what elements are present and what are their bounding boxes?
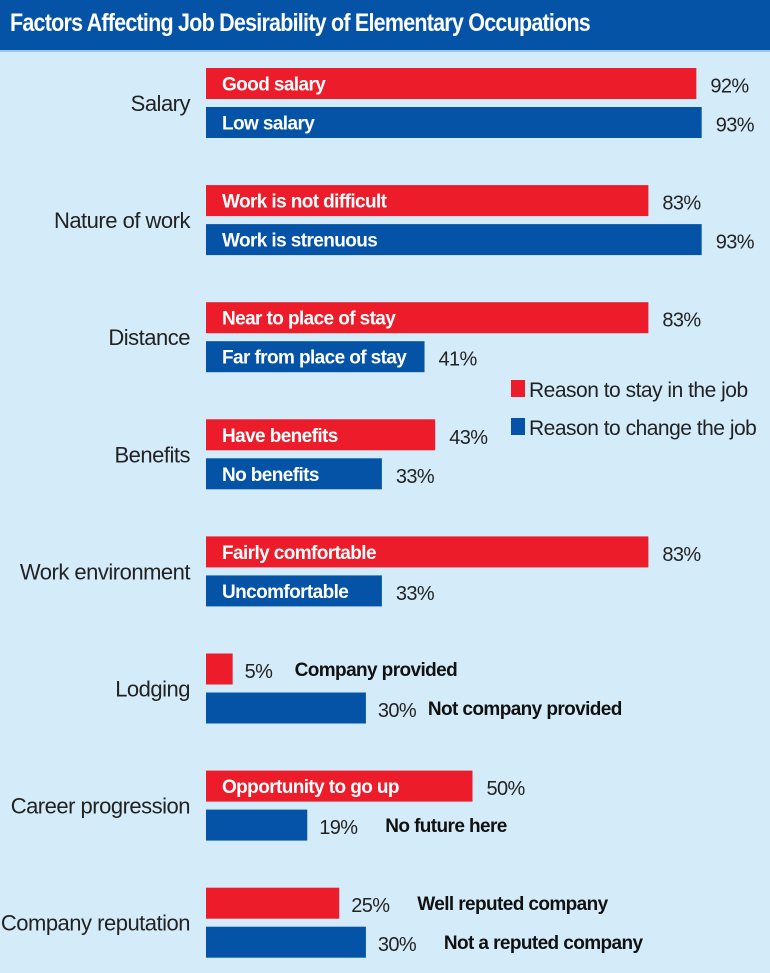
value-label: 33% — [396, 466, 435, 488]
value-label: 33% — [396, 583, 435, 605]
bar-label: Near to place of stay — [222, 309, 396, 330]
value-label: 83% — [662, 310, 701, 332]
category-label: Company reputation — [1, 911, 190, 936]
bar-label: No future here — [385, 816, 506, 837]
value-label: 50% — [487, 778, 526, 800]
category-label: Benefits — [115, 442, 191, 467]
bar-stay — [206, 887, 340, 919]
bar-change — [206, 809, 308, 841]
bar-label: Have benefits — [222, 426, 338, 447]
bar-change — [206, 926, 366, 958]
bar-label: Low salary — [222, 114, 315, 135]
bar-stay — [206, 653, 233, 685]
value-label: 92% — [710, 76, 749, 98]
bar-change — [206, 224, 702, 256]
bar-change — [206, 692, 366, 724]
bar-stay — [206, 185, 649, 217]
category-label: Work environment — [20, 559, 190, 584]
bar-label: Far from place of stay — [222, 348, 407, 369]
bar-label: Not company provided — [428, 699, 622, 720]
value-label: 83% — [662, 193, 701, 215]
chart-title: Factors Affecting Job Desirability of El… — [10, 9, 591, 37]
bar-label: No benefits — [222, 465, 319, 486]
value-label: 30% — [378, 700, 417, 722]
bar-label: Company provided — [295, 660, 457, 681]
bar-stay — [206, 419, 436, 451]
bar-change — [206, 341, 425, 373]
value-label: 25% — [351, 895, 390, 917]
chart-header: Factors Affecting Job Desirability of El… — [0, 0, 770, 52]
bar-label: Work is strenuous — [222, 231, 377, 252]
category-label: Nature of work — [54, 208, 192, 233]
bar-stay — [206, 770, 473, 802]
value-label: 30% — [378, 934, 417, 956]
bar-change — [206, 575, 382, 607]
bar-label: Uncomfortable — [222, 582, 348, 603]
value-label: 5% — [245, 661, 274, 683]
bar-stay — [206, 302, 649, 334]
bar-label: Work is not difficult — [222, 192, 388, 213]
value-label: 83% — [662, 544, 701, 566]
category-label: Salary — [131, 91, 191, 116]
legend-label: Reason to stay in the job — [529, 379, 748, 402]
bar-label: Not a reputed company — [444, 933, 644, 954]
value-label: 93% — [716, 115, 755, 137]
value-label: 43% — [449, 427, 488, 449]
bar-change — [206, 107, 702, 138]
value-label: 19% — [319, 817, 358, 839]
category-label: Distance — [108, 325, 190, 350]
bar-label: Opportunity to go up — [222, 777, 399, 798]
legend-label: Reason to change the job — [529, 417, 756, 440]
legend-swatch-change — [511, 418, 525, 435]
bar-change — [206, 458, 382, 490]
bar-stay — [206, 68, 697, 99]
value-label: 41% — [439, 349, 478, 371]
bar-label: Fairly comfortable — [222, 543, 376, 564]
category-label: Lodging — [115, 677, 190, 702]
bar-label: Good salary — [222, 75, 326, 96]
category-label: Career progression — [11, 794, 190, 819]
value-label: 93% — [716, 232, 755, 254]
bar-stay — [206, 536, 649, 568]
bar-label: Well reputed company — [417, 894, 608, 915]
legend-swatch-stay — [511, 380, 525, 397]
